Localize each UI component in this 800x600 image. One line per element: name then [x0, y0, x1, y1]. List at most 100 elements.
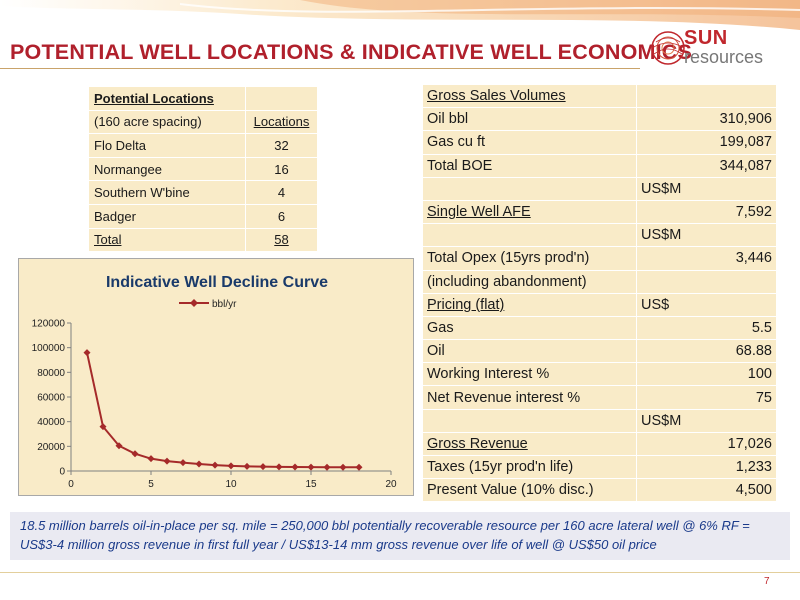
- location-name: Badger: [88, 203, 246, 229]
- legend-label: bbl/yr: [212, 299, 237, 310]
- economics-label: Single Well AFE: [422, 199, 637, 225]
- decline-curve-chart: Indicative Well Decline Curve bbl/yr 0 2000…: [18, 258, 414, 496]
- x-tick-label: 20: [385, 479, 397, 490]
- economics-label: Working Interest %: [422, 362, 637, 387]
- table-row: US$M: [422, 408, 777, 433]
- data-point: [163, 457, 171, 465]
- data-point: [227, 462, 235, 470]
- table-row: Gross Sales Volumes: [422, 83, 777, 109]
- economics-label: Gross Revenue: [422, 431, 637, 457]
- economics-value: [636, 269, 777, 294]
- data-point: [211, 461, 219, 469]
- table-row: Total 58: [88, 227, 318, 253]
- table-row: (including abandonment): [422, 269, 777, 294]
- sun-logo-icon: [651, 31, 685, 65]
- economics-label: [422, 176, 637, 201]
- table-row: Badger 6: [88, 203, 318, 229]
- data-point: [339, 463, 347, 471]
- economics-value: 1,233: [636, 454, 777, 480]
- x-tick-label: 0: [68, 479, 74, 490]
- locations-heading: Potential Locations: [88, 86, 246, 111]
- table-row: Net Revenue interest % 75: [422, 385, 777, 410]
- economics-value: 3,446: [636, 246, 777, 271]
- economics-label: [422, 223, 637, 248]
- economics-value: 100: [636, 362, 777, 387]
- locations-table: Potential Locations (160 acre spacing) L…: [88, 86, 318, 253]
- plot-area: [71, 323, 391, 471]
- top-banner-decoration: [0, 0, 800, 36]
- data-point: [179, 459, 187, 467]
- location-count: 6: [245, 203, 318, 229]
- table-row: Pricing (flat) US$: [422, 292, 777, 317]
- logo-sun-text: SUN: [684, 27, 728, 49]
- resource-note: 18.5 million barrels oil-in-place per sq…: [10, 512, 790, 560]
- footer-divider: [0, 572, 800, 573]
- economics-value: 310,906: [636, 107, 777, 132]
- table-row: Normangee 16: [88, 156, 318, 182]
- data-point: [323, 463, 331, 471]
- x-tick-label: 10: [225, 479, 237, 490]
- economics-label: Gas cu ft: [422, 130, 637, 155]
- economics-value: 7,592: [636, 199, 777, 225]
- data-point: [195, 460, 203, 468]
- economics-label: (including abandonment): [422, 269, 637, 294]
- economics-value: 75: [636, 385, 777, 410]
- data-point: [83, 349, 91, 357]
- table-row: Oil bbl 310,906: [422, 107, 777, 132]
- chart-title: Indicative Well Decline Curve: [106, 274, 328, 291]
- economics-unit: US$M: [636, 176, 777, 201]
- location-name: Normangee: [88, 156, 246, 182]
- table-row: US$M: [422, 176, 777, 201]
- economics-label: [422, 408, 637, 433]
- economics-value: 4,500: [636, 478, 777, 503]
- y-tick-label: 40000: [37, 417, 65, 428]
- economics-label: Taxes (15yr prod'n life): [422, 454, 637, 480]
- data-point: [355, 463, 363, 471]
- decline-curve-svg: Indicative Well Decline Curve bbl/yr 0 2000…: [32, 274, 397, 490]
- data-point: [259, 463, 267, 471]
- economics-value: 5.5: [636, 315, 777, 341]
- table-row: Total BOE 344,087: [422, 153, 777, 178]
- table-row: Oil 68.88: [422, 339, 777, 364]
- table-row: Single Well AFE 7,592: [422, 199, 777, 225]
- page-title: POTENTIAL WELL LOCATIONS & INDICATIVE WE…: [10, 40, 693, 64]
- economics-label: Net Revenue interest %: [422, 385, 637, 410]
- location-count: 4: [245, 180, 318, 205]
- data-point: [275, 463, 283, 471]
- table-row: Present Value (10% disc.) 4,500: [422, 478, 777, 503]
- title-divider: [0, 68, 640, 69]
- economics-label: Total Opex (15yrs prod'n): [422, 246, 637, 271]
- economics-unit: US$M: [636, 223, 777, 248]
- economics-unit: US$M: [636, 408, 777, 433]
- y-tick-label: 20000: [37, 442, 65, 453]
- data-point: [243, 462, 251, 470]
- logo-resources-text: resources: [684, 47, 764, 67]
- economics-value: 344,087: [636, 153, 777, 178]
- economics-label: Oil: [422, 339, 637, 364]
- economics-label: Present Value (10% disc.): [422, 478, 637, 503]
- x-tick-label: 15: [305, 479, 317, 490]
- data-point: [115, 442, 123, 450]
- economics-value: 68.88: [636, 339, 777, 364]
- economics-label: Gas: [422, 315, 637, 341]
- economics-label: Oil bbl: [422, 107, 637, 132]
- table-row: Taxes (15yr prod'n life) 1,233: [422, 454, 777, 480]
- table-row: Working Interest % 100: [422, 362, 777, 387]
- table-row: Gas cu ft 199,087: [422, 130, 777, 155]
- y-tick-label: 60000: [37, 393, 65, 404]
- data-point: [147, 455, 155, 463]
- location-count: 32: [245, 133, 318, 158]
- y-tick-label: 80000: [37, 368, 65, 379]
- location-count: 16: [245, 156, 318, 182]
- table-row: Potential Locations: [88, 86, 318, 111]
- y-tick-label: 0: [59, 467, 65, 478]
- well-economics-table: Gross Sales Volumes Oil bbl 310,906 Gas cu …: [422, 83, 777, 503]
- economics-unit: US$: [636, 292, 777, 317]
- table-row: Southern W'bine 4: [88, 180, 318, 205]
- economics-value: 199,087: [636, 130, 777, 155]
- economics-label: Pricing (flat): [422, 292, 637, 317]
- y-tick-label: 120000: [32, 319, 66, 330]
- economics-label: Total BOE: [422, 153, 637, 178]
- x-tick-label: 5: [148, 479, 154, 490]
- economics-label: Gross Sales Volumes: [422, 83, 637, 109]
